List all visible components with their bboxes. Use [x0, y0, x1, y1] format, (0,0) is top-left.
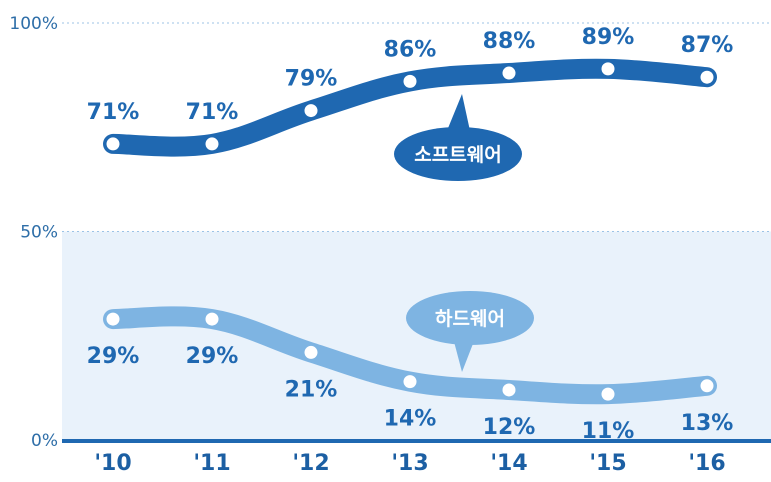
y-axis-ticks: 0% 50% 100%	[9, 14, 58, 451]
data-label: 87%	[681, 33, 734, 58]
data-label: 14%	[384, 407, 437, 432]
data-label: 86%	[384, 37, 437, 62]
data-label: 29%	[87, 344, 140, 369]
data-label: 88%	[483, 29, 536, 54]
series-2: 29% 29% 21% 14% 12% 11% 13%	[87, 306, 734, 444]
x-tick-label: '16	[688, 451, 725, 476]
x-tick-label: '11	[193, 451, 230, 476]
data-point	[502, 66, 516, 80]
data-label: 71%	[87, 100, 140, 125]
lower-band-background	[62, 231, 771, 440]
data-point	[502, 383, 516, 397]
x-tick-label: '12	[292, 451, 329, 476]
data-label: 12%	[483, 415, 536, 440]
series-1: 71% 71% 79% 86% 88% 89% 87%	[87, 25, 734, 157]
data-point	[403, 74, 417, 88]
callout-bubble	[394, 127, 522, 181]
data-label: 11%	[582, 419, 635, 444]
data-point	[403, 375, 417, 389]
x-tick-label: '14	[490, 451, 527, 476]
series-callout: 하드웨어	[406, 291, 534, 372]
data-label: 79%	[285, 67, 338, 92]
data-label: 89%	[582, 25, 635, 50]
data-label: 21%	[285, 377, 338, 402]
series-name-label: 소프트웨어	[414, 144, 501, 166]
x-axis-ticks: '10 '11 '12 '13 '14 '15 '16	[94, 451, 725, 476]
callout-bubble	[406, 291, 534, 345]
x-tick-label: '10	[94, 451, 131, 476]
series-name-label: 하드웨어	[435, 308, 505, 330]
y-tick-label: 100%	[9, 14, 58, 34]
y-tick-label: 50%	[20, 223, 58, 243]
y-tick-label: 0%	[31, 431, 58, 451]
data-label: 29%	[186, 344, 239, 369]
series-group: 71% 71% 79% 86% 88% 89% 87% 29% 29% 21% 14% 12% 11% 1…	[87, 25, 734, 444]
data-point	[304, 104, 318, 118]
gridlines	[62, 22, 771, 232]
data-point	[205, 312, 219, 326]
data-point	[700, 379, 714, 393]
data-point	[106, 137, 120, 151]
x-tick-label: '13	[391, 451, 428, 476]
data-label: 13%	[681, 411, 734, 436]
data-point	[205, 137, 219, 151]
data-point	[601, 62, 615, 76]
series-callout: 소프트웨어	[394, 94, 522, 181]
x-tick-label: '15	[589, 451, 626, 476]
data-point	[601, 387, 615, 401]
data-label: 71%	[186, 100, 239, 125]
data-point	[700, 70, 714, 84]
data-point	[106, 312, 120, 326]
data-point	[304, 345, 318, 359]
